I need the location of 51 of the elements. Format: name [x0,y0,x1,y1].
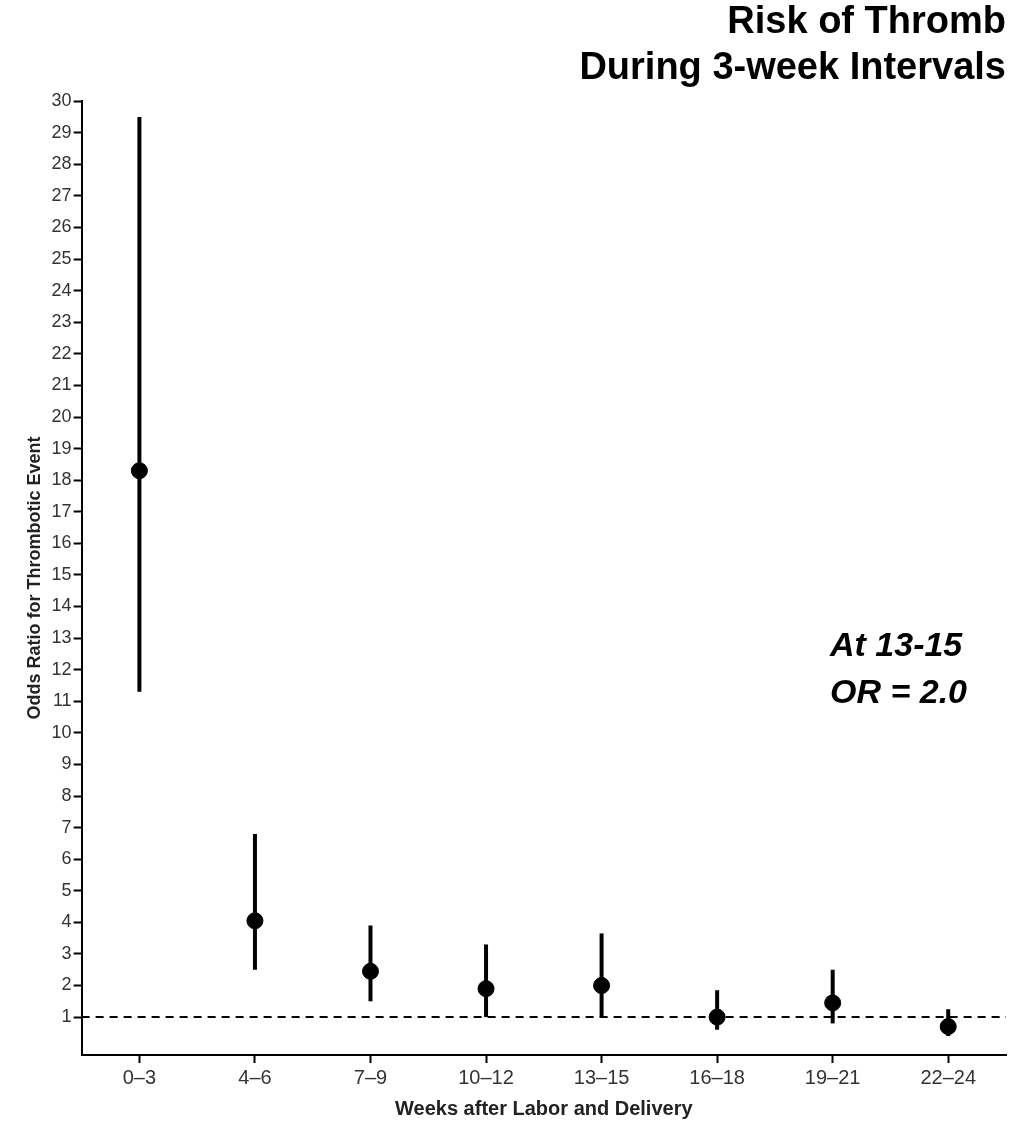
y-tick-label: 25 [51,248,72,269]
y-tick-label: 26 [51,216,72,237]
y-tick-label: 20 [51,406,72,426]
y-tick-label: 27 [51,184,72,205]
point [246,912,264,930]
y-tick-label: 28 [51,153,72,174]
x-tick-label: 4–6 [238,1065,272,1088]
y-tick-label: 7 [61,816,72,837]
point [130,462,148,480]
y-tick-label: 11 [52,690,72,711]
y-tick-label: 14 [51,595,72,616]
x-tick-label: 19–21 [804,1065,861,1088]
y-tick-label: 29 [51,121,72,142]
annotation: At 13-15 [829,625,964,663]
y-tick-label: 6 [61,848,72,869]
x-tick-label: 7–9 [353,1065,388,1088]
chart-title: Risk of Thromb During 3-week Intervals [579,0,1006,87]
point [477,980,495,998]
y-tick-label: 3 [61,942,72,963]
y-tick-label: 9 [61,753,72,774]
y-tick-label: 30 [51,90,72,111]
point [939,1018,957,1036]
point [593,977,611,995]
annotation: OR = 2.0 [830,672,968,710]
y-tick-label: 2 [61,974,72,995]
x-axis-title: Weeks after Labor and Delivery [395,1096,694,1119]
y-tick-label: 8 [61,784,72,805]
y-tick-label: 5 [61,879,72,900]
y-tick-label: 16 [51,532,72,553]
y-tick-label: 18 [51,469,72,490]
y-tick-label: 15 [51,563,72,584]
y-tick-label: 19 [51,437,72,458]
y-tick-label: 22 [51,342,72,363]
x-tick-label: 10–12 [458,1065,514,1088]
y-tick-label: 13 [51,627,72,648]
y-tick-label: 12 [51,658,72,679]
point [361,962,379,980]
point [708,1008,726,1026]
y-tick-label: 23 [51,311,72,332]
point [824,994,842,1012]
x-tick-label: 13–15 [573,1065,630,1088]
y-tick-label: 17 [51,500,72,521]
x-tick-label: 22–24 [920,1065,977,1088]
y-tick-label: 10 [51,721,72,742]
y-axis-title: Odds Ratio for Thrombotic Event [23,436,44,720]
y-tick-label: 24 [51,279,72,300]
y-tick-label: 1 [61,1006,72,1027]
y-tick-label: 21 [51,374,72,395]
y-tick-label: 4 [61,911,72,932]
x-tick-label: 16–18 [689,1065,745,1088]
x-tick-label: 0–3 [122,1065,157,1088]
